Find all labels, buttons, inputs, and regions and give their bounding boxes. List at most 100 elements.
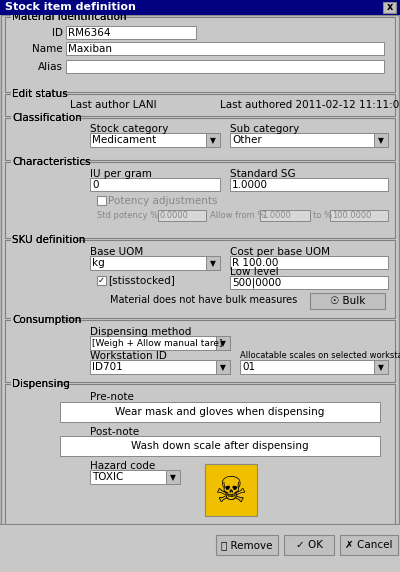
Bar <box>66 60 384 73</box>
Bar <box>5 162 395 238</box>
Text: Sub category: Sub category <box>230 124 299 134</box>
Text: Last author LANI: Last author LANI <box>70 100 157 110</box>
Text: Wear mask and gloves when dispensing: Wear mask and gloves when dispensing <box>115 407 325 417</box>
Text: ✓: ✓ <box>98 276 105 285</box>
Text: Name: Name <box>32 44 63 54</box>
Bar <box>310 293 385 309</box>
Text: Cost per base UOM: Cost per base UOM <box>230 247 330 257</box>
Text: Characteristics: Characteristics <box>12 157 91 167</box>
Bar <box>90 336 230 350</box>
Bar <box>374 133 388 147</box>
Text: Material does not have bulk measures: Material does not have bulk measures <box>110 295 297 305</box>
Text: Last authored 2011-02-12 11:11:00: Last authored 2011-02-12 11:11:00 <box>220 100 400 110</box>
Bar <box>11 380 58 388</box>
Bar <box>216 336 230 350</box>
Bar <box>97 276 106 285</box>
Text: 100.0000: 100.0000 <box>332 211 371 220</box>
Bar <box>90 178 220 191</box>
Text: Workstation ID: Workstation ID <box>90 351 167 361</box>
Text: kg: kg <box>92 258 105 268</box>
Text: RM6364: RM6364 <box>68 27 110 38</box>
Text: Maxiban: Maxiban <box>68 43 112 54</box>
Bar <box>11 236 76 244</box>
Bar <box>240 360 388 374</box>
Bar <box>383 2 396 13</box>
Text: Standard SG: Standard SG <box>230 169 296 179</box>
Text: [stisstocked]: [stisstocked] <box>108 276 175 285</box>
Bar <box>340 535 398 555</box>
Text: ▼: ▼ <box>220 363 226 372</box>
Text: 500|0000: 500|0000 <box>232 277 281 288</box>
Text: Characteristics: Characteristics <box>12 157 91 167</box>
Bar <box>330 210 388 221</box>
Bar <box>260 210 310 221</box>
Text: Dispensing: Dispensing <box>12 379 70 389</box>
Bar <box>284 535 334 555</box>
Text: ▼: ▼ <box>170 473 176 482</box>
Text: Low level: Low level <box>230 267 279 277</box>
Text: TOXIC: TOXIC <box>92 472 123 482</box>
Text: [Weigh + Allow manual tare]: [Weigh + Allow manual tare] <box>92 339 222 348</box>
Bar <box>206 133 220 147</box>
Bar <box>230 178 388 191</box>
Text: 0.0000: 0.0000 <box>160 211 189 220</box>
Bar <box>216 535 278 555</box>
Text: Material identification: Material identification <box>12 12 126 22</box>
Bar <box>216 360 230 374</box>
Text: Edit status: Edit status <box>12 89 68 99</box>
Bar <box>374 360 388 374</box>
Text: Consumption: Consumption <box>12 315 81 325</box>
Text: ▼: ▼ <box>210 136 216 145</box>
Text: ✓ OK: ✓ OK <box>296 540 322 550</box>
Bar <box>11 158 80 166</box>
Bar <box>5 240 395 318</box>
Bar <box>0 0 400 15</box>
Bar <box>158 210 206 221</box>
Bar <box>230 133 388 147</box>
Text: Potency adjustments: Potency adjustments <box>108 196 218 205</box>
Bar <box>166 470 180 484</box>
Bar <box>90 133 220 147</box>
Text: Consumption: Consumption <box>12 315 81 325</box>
Text: ID: ID <box>52 28 63 38</box>
Bar <box>230 256 388 269</box>
Bar <box>97 196 106 205</box>
Text: Dispensing method: Dispensing method <box>90 327 191 337</box>
Bar <box>90 256 220 270</box>
Text: Post-note: Post-note <box>90 427 139 437</box>
Bar <box>66 42 384 55</box>
Bar <box>11 90 62 98</box>
Text: 0: 0 <box>92 180 98 189</box>
Text: 01: 01 <box>242 362 255 372</box>
Bar <box>5 17 395 92</box>
Text: ▼: ▼ <box>378 363 384 372</box>
Text: R 100.00: R 100.00 <box>232 257 278 268</box>
Text: Base UOM: Base UOM <box>90 247 143 257</box>
Bar <box>0 524 400 572</box>
Text: ▼: ▼ <box>378 136 384 145</box>
Text: Alias: Alias <box>38 62 63 72</box>
Text: IU per gram: IU per gram <box>90 169 152 179</box>
Text: 1.0000: 1.0000 <box>262 211 291 220</box>
Text: 1.0000: 1.0000 <box>232 180 268 189</box>
Text: ▼: ▼ <box>220 339 226 348</box>
Text: Stock category: Stock category <box>90 124 168 134</box>
Text: Stock item definition: Stock item definition <box>5 2 136 13</box>
Text: Allocatable scales on selected workstation: Allocatable scales on selected workstati… <box>240 352 400 360</box>
Bar <box>60 436 380 456</box>
Text: Allow from %: Allow from % <box>210 212 265 220</box>
Text: Classification: Classification <box>12 113 82 123</box>
Bar <box>11 114 76 122</box>
Bar <box>11 13 116 21</box>
Text: ☠: ☠ <box>215 475 247 509</box>
Bar <box>5 320 395 382</box>
Text: ID701: ID701 <box>92 362 123 372</box>
Text: Material identification: Material identification <box>12 12 126 22</box>
Bar <box>205 464 257 516</box>
Text: 🗑 Remove: 🗑 Remove <box>221 540 273 550</box>
Text: ☉ Bulk: ☉ Bulk <box>330 296 365 306</box>
Bar <box>11 316 62 324</box>
Bar <box>66 26 196 39</box>
Text: Edit status: Edit status <box>12 89 68 99</box>
Bar <box>90 470 180 484</box>
